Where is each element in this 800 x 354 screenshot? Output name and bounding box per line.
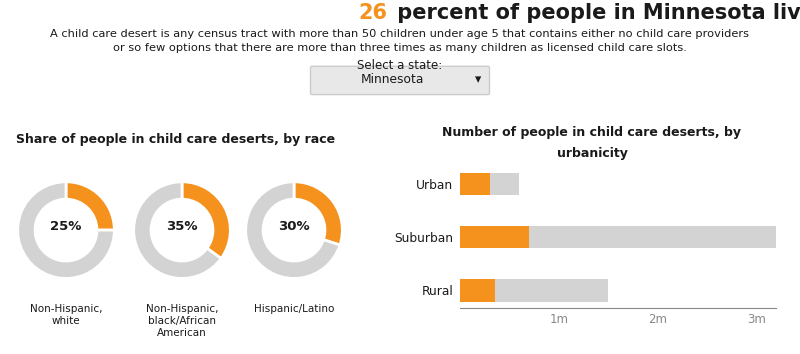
Bar [460, 226, 776, 249]
Text: urbanicity: urbanicity [557, 147, 627, 160]
FancyBboxPatch shape [310, 66, 490, 95]
Text: 26: 26 [358, 4, 387, 23]
Bar [460, 173, 490, 195]
Wedge shape [182, 182, 230, 258]
Wedge shape [18, 182, 114, 279]
Text: ▾: ▾ [475, 73, 481, 86]
Text: Share of people in child care deserts, by race: Share of people in child care deserts, b… [16, 133, 335, 146]
Bar [460, 226, 529, 249]
Bar [460, 279, 494, 302]
Text: 35%: 35% [166, 220, 198, 233]
Text: A child care desert is any census tract with more than 50 children under age 5 t: A child care desert is any census tract … [50, 29, 750, 39]
Text: percent of people in Minnesota live in a child care desert.: percent of people in Minnesota live in a… [390, 4, 800, 23]
Text: Select a state:: Select a state: [358, 59, 442, 72]
Wedge shape [246, 182, 340, 279]
Bar [460, 279, 608, 302]
Text: or so few options that there are more than three times as many children as licen: or so few options that there are more th… [113, 43, 687, 53]
Text: 25%: 25% [50, 220, 82, 233]
Text: Non-Hispanic,
black/African
American: Non-Hispanic, black/African American [146, 304, 218, 338]
Text: Minnesota: Minnesota [360, 73, 424, 86]
Text: Non-Hispanic,
white: Non-Hispanic, white [30, 304, 102, 326]
Text: 30%: 30% [278, 220, 310, 233]
Wedge shape [66, 182, 114, 230]
Bar [460, 173, 519, 195]
Text: Number of people in child care deserts, by: Number of people in child care deserts, … [442, 126, 742, 139]
Text: Hispanic/Latino: Hispanic/Latino [254, 304, 334, 314]
Wedge shape [134, 182, 221, 279]
Wedge shape [294, 182, 342, 245]
